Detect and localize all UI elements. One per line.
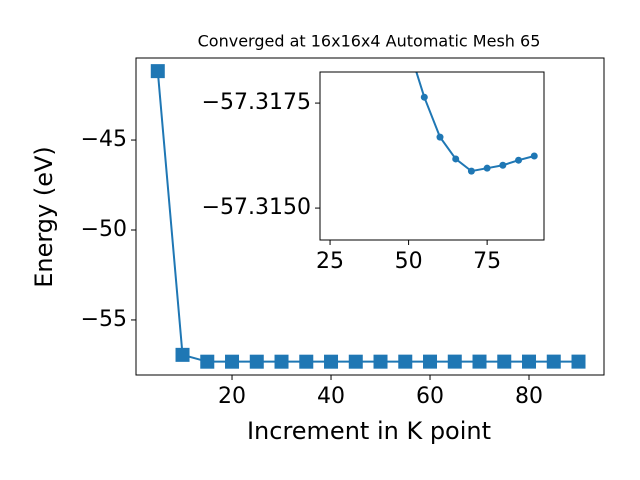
marker: [467, 167, 475, 175]
marker: [530, 152, 538, 160]
x-tick-label: 75: [473, 249, 501, 274]
marker: [436, 133, 444, 141]
x-tick-label: 60: [416, 384, 444, 409]
marker: [447, 354, 462, 369]
marker: [200, 354, 215, 369]
axes-frame: [135, 57, 605, 376]
y-tick-label: −45: [81, 127, 127, 152]
marker: [249, 354, 264, 369]
marker: [299, 354, 314, 369]
marker: [546, 354, 561, 369]
x-tick-label: 80: [515, 384, 543, 409]
marker: [324, 354, 339, 369]
x-tick-label: 40: [317, 384, 345, 409]
y-tick-label: −55: [81, 307, 127, 332]
x-axis-label: Increment in K point: [247, 417, 491, 445]
marker: [373, 354, 388, 369]
marker: [175, 347, 190, 362]
x-tick-label: 50: [395, 249, 423, 274]
chart-title: Converged at 16x16x4 Automatic Mesh 65: [198, 32, 541, 51]
y-axis-label: Energy (eV): [30, 146, 58, 288]
marker: [423, 354, 438, 369]
marker: [398, 354, 413, 369]
marker: [420, 93, 428, 101]
x-tick-label: 25: [316, 249, 344, 274]
y-tick-label: −50: [81, 217, 127, 242]
marker: [497, 354, 512, 369]
marker: [452, 155, 460, 163]
marker: [499, 161, 507, 169]
inset-background: [320, 72, 544, 240]
marker: [483, 164, 491, 172]
marker: [472, 354, 487, 369]
marker: [274, 354, 289, 369]
marker: [522, 354, 537, 369]
marker: [571, 354, 586, 369]
marker: [515, 156, 523, 164]
marker: [225, 354, 240, 369]
y-tick-label: −57.3150: [202, 195, 311, 220]
marker: [348, 354, 363, 369]
plot-area: [415, 72, 538, 175]
y-tick-label: −57.3175: [202, 90, 311, 115]
axes-frame: [319, 71, 545, 241]
plot-area: [150, 64, 586, 369]
marker: [150, 64, 165, 79]
x-tick-label: 20: [218, 384, 246, 409]
